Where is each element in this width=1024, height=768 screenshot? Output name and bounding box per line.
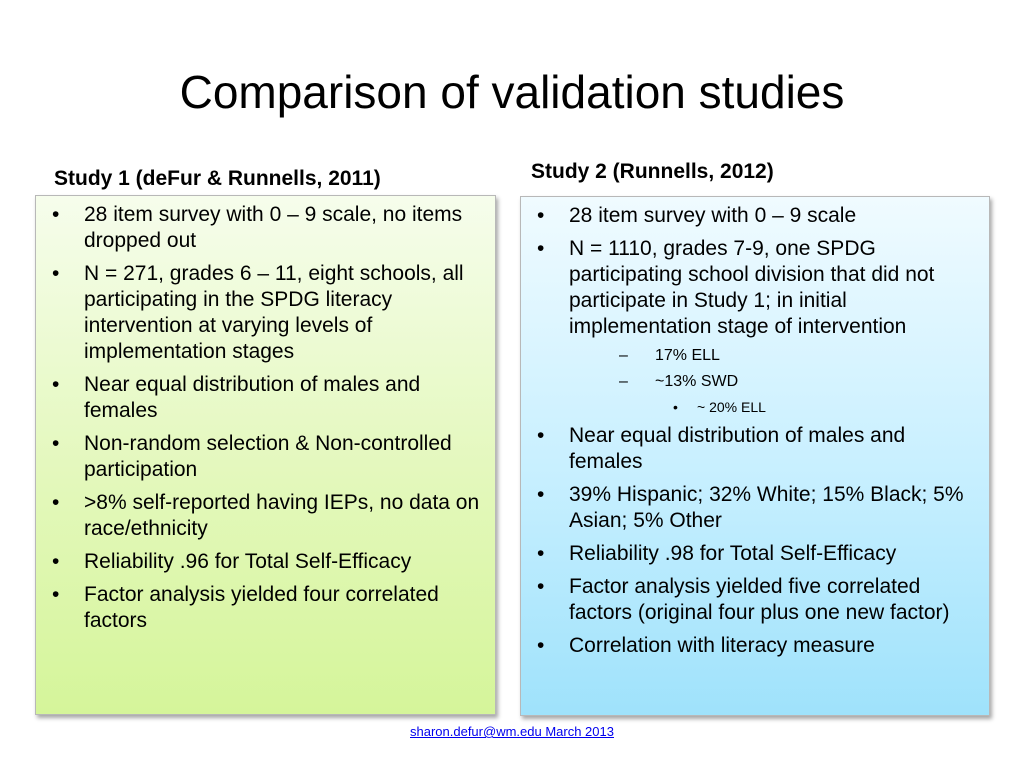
study2-bullet: Reliability .98 for Total Self-Efficacy: [531, 541, 975, 567]
study1-bullet: >8% self-reported having IEPs, no data o…: [46, 490, 481, 542]
study1-heading: Study 1 (deFur & Runnells, 2011): [54, 167, 381, 190]
study2-bullet: Correlation with literacy measure: [531, 633, 975, 659]
study1-bullet: Near equal distribution of males and fem…: [46, 372, 481, 424]
study2-panel: 28 item survey with 0 – 9 scale N = 1110…: [520, 196, 990, 716]
study2-bullet: N = 1110, grades 7-9, one SPDG participa…: [531, 236, 975, 416]
study2-bullet-text: N = 1110, grades 7-9, one SPDG participa…: [569, 237, 935, 338]
study1-bullet: Non-random selection & Non-controlled pa…: [46, 431, 481, 483]
study2-bullet: 28 item survey with 0 – 9 scale: [531, 203, 975, 229]
study1-panel: 28 item survey with 0 – 9 scale, no item…: [35, 195, 496, 715]
study2-sub-list: 17% ELL ~13% SWD ~ 20% ELL: [569, 346, 975, 416]
study1-bullet-list: 28 item survey with 0 – 9 scale, no item…: [46, 202, 481, 634]
study2-bullet: 39% Hispanic; 32% White; 15% Black; 5% A…: [531, 482, 975, 534]
study2-bullet: Factor analysis yielded five correlated …: [531, 574, 975, 626]
study1-bullet: 28 item survey with 0 – 9 scale, no item…: [46, 202, 481, 254]
footer-link[interactable]: sharon.defur@wm.edu March 2013: [410, 724, 614, 739]
study1-bullet: N = 271, grades 6 – 11, eight schools, a…: [46, 261, 481, 365]
slide-title: Comparison of validation studies: [179, 66, 845, 118]
study1-bullet: Reliability .96 for Total Self-Efficacy: [46, 549, 481, 575]
study2-sub-bullet-text: ~13% SWD: [655, 373, 739, 390]
study2-sub-bullet: ~13% SWD: [569, 372, 975, 392]
study2-bullet-list: 28 item survey with 0 – 9 scale N = 1110…: [531, 203, 975, 659]
study2-heading: Study 2 (Runnells, 2012): [531, 160, 774, 183]
study2-sub-bullet: 17% ELL: [569, 346, 975, 366]
study2-sub-sub-bullet: ~ 20% ELL: [569, 398, 975, 416]
study2-bullet: Near equal distribution of males and fem…: [531, 423, 975, 475]
study1-bullet: Factor analysis yielded four correlated …: [46, 582, 481, 634]
